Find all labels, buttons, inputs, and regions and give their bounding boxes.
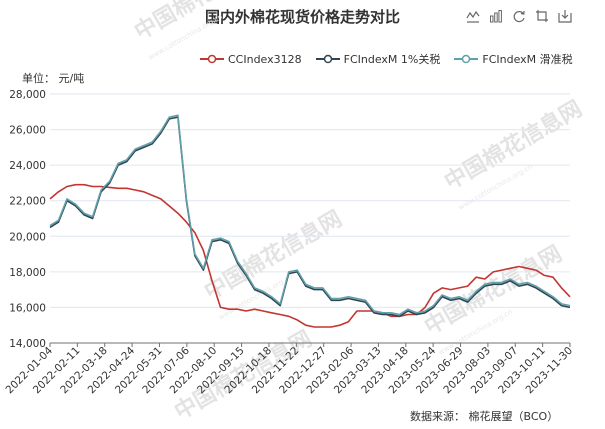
series-layer <box>49 114 571 328</box>
source-note: 数据来源： 棉花展望（BCO） <box>410 410 559 423</box>
bar-chart-icon[interactable] <box>489 9 503 23</box>
save-image-icon[interactable] <box>558 9 572 23</box>
series-line-1[interactable] <box>49 116 571 318</box>
y-tick-label: 14,000 <box>9 338 46 350</box>
legend-item-ccindex[interactable]: CCIndex3128 <box>200 51 302 67</box>
y-tick-label: 18,000 <box>9 267 46 279</box>
y-tick-label: 24,000 <box>9 160 46 172</box>
line-chart-icon[interactable] <box>466 9 480 23</box>
series-line-0[interactable] <box>49 183 571 328</box>
legend-item-fcindex-sliding[interactable]: FCIndexM 滑准税 <box>454 51 573 67</box>
refresh-icon[interactable] <box>512 9 526 23</box>
y-tick-label: 22,000 <box>9 196 46 208</box>
chart-title: 国内外棉花现货价格走势对比 <box>204 8 400 26</box>
legend-item-fcindex-1pct[interactable]: FCIndexM 1%关税 <box>315 51 441 67</box>
y-tick-label: 26,000 <box>9 125 46 137</box>
legend-marker-fcindex-1pct <box>315 54 340 64</box>
legend-label-fcindex-1pct: FCIndexM 1%关税 <box>343 53 441 66</box>
y-tick-label: 28,000 <box>9 89 46 101</box>
x-axis: 2022-01-042022-02-112022-03-182022-04-24… <box>3 343 575 396</box>
legend-label-fcindex-sliding: FCIndexM 滑准税 <box>482 53 573 66</box>
series-line-2[interactable] <box>49 114 571 316</box>
grid-layer <box>50 93 570 344</box>
unit-label: 单位： 元/吨 <box>22 72 85 85</box>
legend-marker-ccindex <box>200 54 224 64</box>
legend-marker-fcindex-sliding <box>454 54 479 64</box>
y-axis: 14,000 16,000 18,000 20,000 22,000 24,000 26,0… <box>9 89 46 350</box>
legend: CCIndex3128 FCIndexM 1%关税 FCIndexM 滑准税 <box>200 51 573 67</box>
toolbox <box>466 9 572 23</box>
legend-label-ccindex: CCIndex3128 <box>228 52 302 66</box>
restore-icon[interactable] <box>535 9 549 23</box>
y-tick-label: 20,000 <box>9 231 46 243</box>
y-tick-label: 16,000 <box>9 302 46 314</box>
